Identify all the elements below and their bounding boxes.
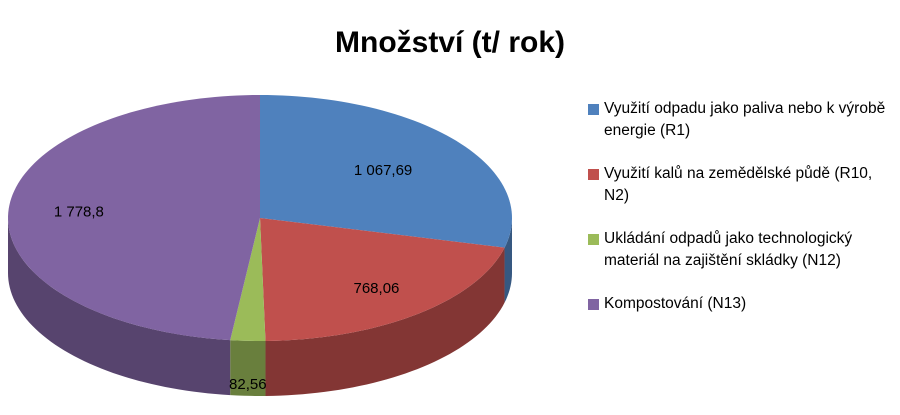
slice (8, 95, 261, 341)
legend: Využití odpadu jako paliva nebo k výrobě… (588, 98, 893, 336)
legend-swatch (588, 299, 599, 310)
legend-item: Kompostování (N13) (588, 293, 893, 315)
legend-item: Ukládání odpadů jako technologický mater… (588, 228, 893, 272)
data-label: 82,56 (229, 376, 267, 393)
chart-title: Množství (t/ rok) (335, 26, 565, 59)
legend-item: Využití odpadu jako paliva nebo k výrobě… (588, 98, 893, 142)
legend-label: Využití odpadu jako paliva nebo k výrobě… (604, 100, 886, 139)
legend-item: Využití kalů na zemědělské půdě (R10, N2… (588, 163, 893, 207)
data-label: 768,06 (354, 280, 400, 297)
legend-swatch (588, 169, 599, 180)
pie-tops (8, 95, 512, 341)
data-label: 1 778,8 (54, 204, 104, 221)
pie-sides (8, 218, 512, 396)
legend-label: Kompostování (N13) (604, 295, 747, 312)
legend-swatch (588, 234, 599, 245)
slice-side (504, 218, 512, 303)
slice-side (230, 340, 266, 396)
slice (260, 95, 512, 248)
legend-swatch (588, 104, 599, 115)
slice (260, 218, 505, 341)
legend-label: Využití kalů na zemědělské půdě (R10, N2… (604, 165, 873, 204)
legend-label: Ukládání odpadů jako technologický mater… (604, 230, 853, 269)
slice (230, 218, 266, 341)
slice-side (8, 218, 231, 396)
slice-side (265, 247, 505, 396)
data-label: 1 067,69 (354, 162, 412, 179)
